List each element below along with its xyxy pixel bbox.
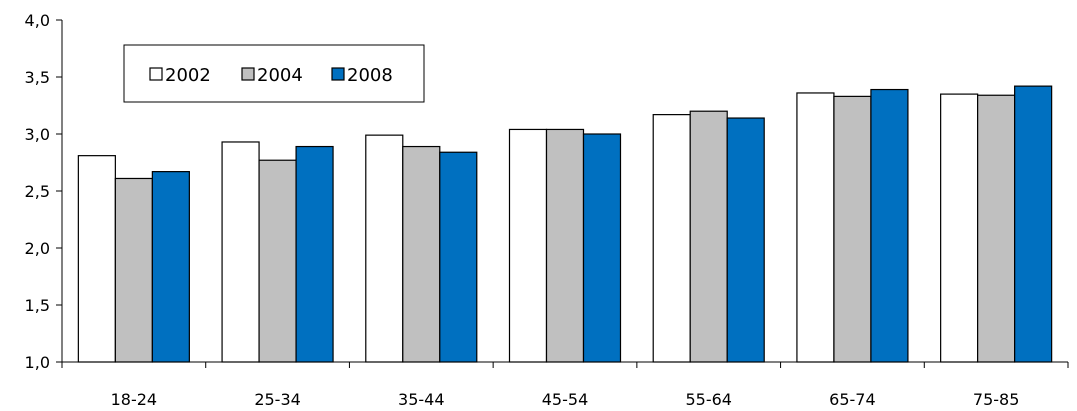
- bar-2008-45-54: [582, 133, 622, 363]
- y-tick-label: 4,0: [25, 11, 50, 30]
- bar-2004-65-74: [833, 95, 872, 363]
- bar-2004-45-54: [545, 128, 585, 363]
- y-tick-label: 1,5: [25, 296, 50, 315]
- y-tick-label: 2,0: [25, 239, 50, 258]
- bar-2002-35-44: [365, 134, 404, 363]
- bar-2004-25-34: [258, 159, 297, 363]
- legend-box: [123, 44, 425, 103]
- bar-2002-75-85: [940, 93, 979, 363]
- bar-2008-65-74: [870, 88, 909, 363]
- legend-label-2004: 2004: [257, 65, 303, 86]
- x-tick-label: 65-74: [829, 390, 876, 409]
- legend-swatch-2004: [241, 67, 255, 81]
- bar-2002-25-34: [221, 141, 260, 363]
- legend-label-2008: 2008: [347, 65, 393, 86]
- legend-label-2002: 2002: [165, 65, 211, 86]
- y-tick-label: 2,5: [25, 182, 50, 201]
- x-tick-label: 35-44: [398, 390, 445, 409]
- legend: 2002 2004 2008: [123, 44, 425, 103]
- plot-area: 1,0 1,5 2,0 2,5 3,0 3,5 4,0 18-24 25-34 35-44 45-5…: [25, 11, 1069, 409]
- bar-2004-55-64: [689, 110, 728, 363]
- legend-swatch-2008: [331, 67, 345, 81]
- bar-2002-55-64: [652, 114, 691, 363]
- bar-2008-55-64: [726, 117, 765, 363]
- bar-2002-65-74: [796, 92, 835, 363]
- x-tick-label: 75-85: [973, 390, 1020, 409]
- x-tick-label: 18-24: [111, 390, 158, 409]
- bar-2002-45-54: [508, 128, 548, 363]
- y-tick-label: 1,0: [25, 353, 50, 372]
- bar-2008-25-34: [295, 145, 334, 363]
- bar-2008-18-24: [151, 171, 190, 363]
- y-tick-label: 3,5: [25, 68, 50, 87]
- bar-2004-35-44: [402, 145, 441, 363]
- x-tick-label: 25-34: [254, 390, 301, 409]
- x-tick-label: 45-54: [542, 390, 589, 409]
- bar-2008-75-85: [1014, 85, 1053, 363]
- bar-2004-18-24: [114, 177, 153, 363]
- y-tick-label: 3,0: [25, 125, 50, 144]
- bar-2004-75-85: [977, 94, 1016, 363]
- bar-2002-18-24: [77, 155, 116, 363]
- legend-swatch-2002: [149, 67, 163, 81]
- x-tick-label: 55-64: [685, 390, 732, 409]
- bar-2008-35-44: [439, 151, 478, 363]
